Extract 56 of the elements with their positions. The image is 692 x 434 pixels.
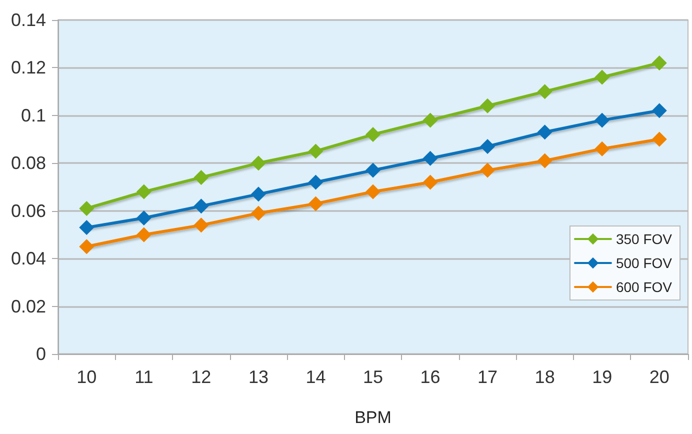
x-tick-label: 18: [534, 367, 555, 387]
point: [79, 220, 94, 236]
point: [594, 112, 610, 128]
point: [308, 196, 324, 212]
x-tick-label: 15: [362, 367, 384, 387]
y-tick-label: 0.04: [10, 248, 46, 269]
x-tick-label: 16: [420, 367, 440, 387]
x-axis-title: BPM: [354, 408, 392, 427]
y-tick-label: 0: [36, 344, 46, 364]
point: [422, 112, 438, 128]
x-tick-label: 13: [248, 367, 268, 387]
point: [537, 124, 552, 140]
point: [537, 84, 552, 100]
point: [308, 174, 324, 190]
point: [366, 184, 380, 200]
point: [652, 132, 667, 147]
x-tick-label: 12: [191, 367, 212, 387]
point: [194, 198, 209, 214]
x-tick-label: 14: [306, 367, 326, 387]
x-tick-label: 20: [649, 367, 670, 387]
legend-label: 350 FOV: [616, 231, 673, 247]
point: [79, 239, 94, 254]
point: [537, 153, 552, 168]
x-tick-label: 11: [134, 367, 154, 387]
point: [250, 156, 266, 171]
point: [480, 162, 496, 178]
point: [79, 200, 94, 216]
y-tick-label: 0.1: [20, 105, 46, 126]
point: [366, 127, 380, 142]
point: [136, 210, 152, 226]
point: [136, 227, 152, 242]
y-tick-label: 0.08: [10, 153, 46, 174]
point: [194, 170, 209, 185]
point: [422, 150, 438, 166]
x-tick-label: 10: [76, 367, 97, 387]
point: [652, 103, 667, 118]
y-tick-label: 0.02: [10, 296, 46, 316]
point: [250, 206, 266, 221]
y-tick-label: 0.14: [10, 10, 46, 30]
y-tick-label: 0.12: [10, 58, 46, 78]
point: [480, 138, 496, 154]
point: [136, 184, 152, 200]
legend-label: 600 FOV: [616, 279, 673, 295]
x-tick-label: 17: [478, 367, 498, 387]
point: [594, 70, 610, 85]
point: [652, 55, 667, 70]
legend-label: 500 FOV: [616, 255, 673, 271]
point: [594, 141, 610, 156]
y-tick-label: 0.06: [10, 200, 46, 221]
point: [308, 144, 324, 159]
point: [194, 218, 209, 233]
point: [366, 162, 380, 178]
point: [250, 186, 266, 202]
point: [480, 98, 496, 114]
x-tick-label: 19: [592, 367, 612, 387]
point: [422, 174, 438, 190]
